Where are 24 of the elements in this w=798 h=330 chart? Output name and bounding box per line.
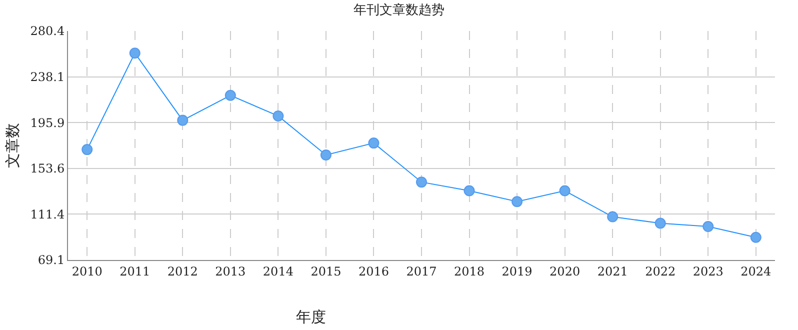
x-tick-label: 2017	[406, 264, 437, 278]
x-axis-title: 年度	[296, 308, 326, 326]
x-tick-label: 2015	[310, 264, 342, 278]
x-tick-label: 2018	[454, 264, 485, 278]
x-tick-label: 2019	[502, 264, 532, 278]
y-axis-title: 文章数	[3, 123, 22, 168]
y-tick-label: 69.1	[38, 253, 65, 268]
x-tick-label: 2016	[358, 264, 390, 278]
x-tick-label: 2020	[550, 264, 580, 278]
x-tick-label: 2023	[692, 264, 724, 278]
x-tick-label: 2010	[72, 264, 102, 278]
chart-title: 年刊文章数趋势	[354, 3, 444, 18]
y-tick-label: 280.4	[30, 24, 65, 38]
x-tick-label: 2022	[645, 264, 676, 278]
x-tick-label: 2013	[215, 264, 246, 278]
x-tick-label: 2014	[262, 264, 294, 278]
y-tick-label: 111.4	[30, 207, 65, 222]
y-tick-label: 153.6	[30, 162, 65, 176]
x-tick-label: 2011	[120, 264, 150, 278]
x-tick-label: 2024	[740, 264, 772, 278]
x-tick-label: 2012	[167, 264, 198, 278]
y-tick-label: 238.1	[30, 70, 65, 84]
y-tick-label: 195.9	[30, 116, 65, 130]
x-tick-label: 2021	[597, 264, 628, 278]
